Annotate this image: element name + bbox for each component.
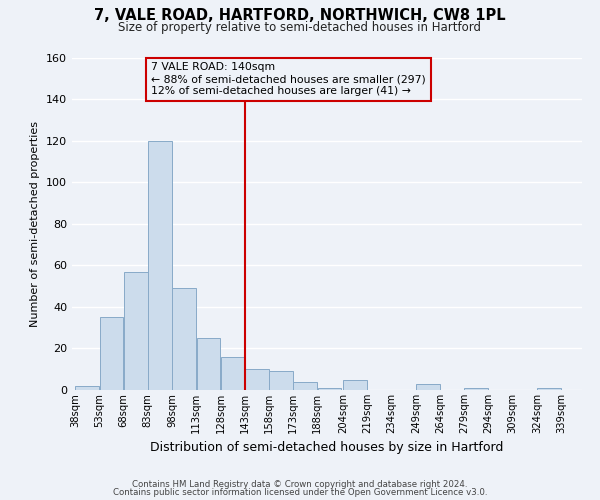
Text: Contains public sector information licensed under the Open Government Licence v3: Contains public sector information licen…	[113, 488, 487, 497]
Bar	[317, 388, 341, 390]
Bar	[221, 357, 244, 390]
Text: Contains HM Land Registry data © Crown copyright and database right 2024.: Contains HM Land Registry data © Crown c…	[132, 480, 468, 489]
Text: 7, VALE ROAD, HARTFORD, NORTHWICH, CW8 1PL: 7, VALE ROAD, HARTFORD, NORTHWICH, CW8 1…	[94, 8, 506, 22]
Bar	[172, 288, 196, 390]
Bar	[269, 372, 293, 390]
Bar	[100, 318, 124, 390]
X-axis label: Distribution of semi-detached houses by size in Hartford: Distribution of semi-detached houses by …	[151, 442, 503, 454]
Bar	[76, 386, 99, 390]
Bar	[245, 369, 269, 390]
Bar	[416, 384, 440, 390]
Bar	[197, 338, 220, 390]
Text: Size of property relative to semi-detached houses in Hartford: Size of property relative to semi-detach…	[119, 21, 482, 34]
Bar	[293, 382, 317, 390]
Bar	[148, 140, 172, 390]
Text: 7 VALE ROAD: 140sqm
← 88% of semi-detached houses are smaller (297)
12% of semi-: 7 VALE ROAD: 140sqm ← 88% of semi-detach…	[151, 62, 426, 96]
Bar	[343, 380, 367, 390]
Y-axis label: Number of semi-detached properties: Number of semi-detached properties	[31, 120, 40, 327]
Bar	[464, 388, 488, 390]
Bar	[124, 272, 148, 390]
Bar	[537, 388, 561, 390]
